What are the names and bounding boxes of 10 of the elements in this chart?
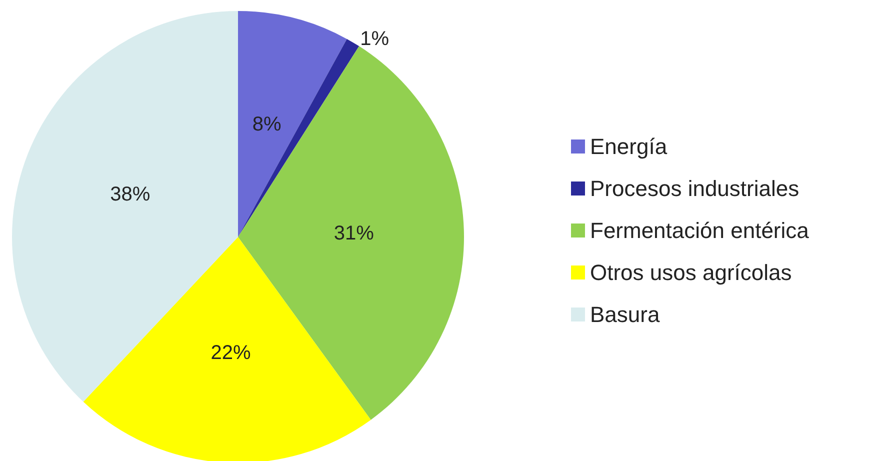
legend-label: Energía <box>590 134 668 159</box>
data-label: 8% <box>252 114 282 136</box>
data-label: 1% <box>360 28 390 50</box>
legend-label: Fermentación entérica <box>590 218 810 243</box>
legend-label: Otros usos agrícolas <box>590 260 792 285</box>
data-label: 22% <box>210 342 251 364</box>
data-label: 31% <box>334 222 374 244</box>
data-label: 38% <box>110 183 150 206</box>
legend-label: Procesos industriales <box>590 176 800 201</box>
legend-label: Basura <box>590 302 660 327</box>
